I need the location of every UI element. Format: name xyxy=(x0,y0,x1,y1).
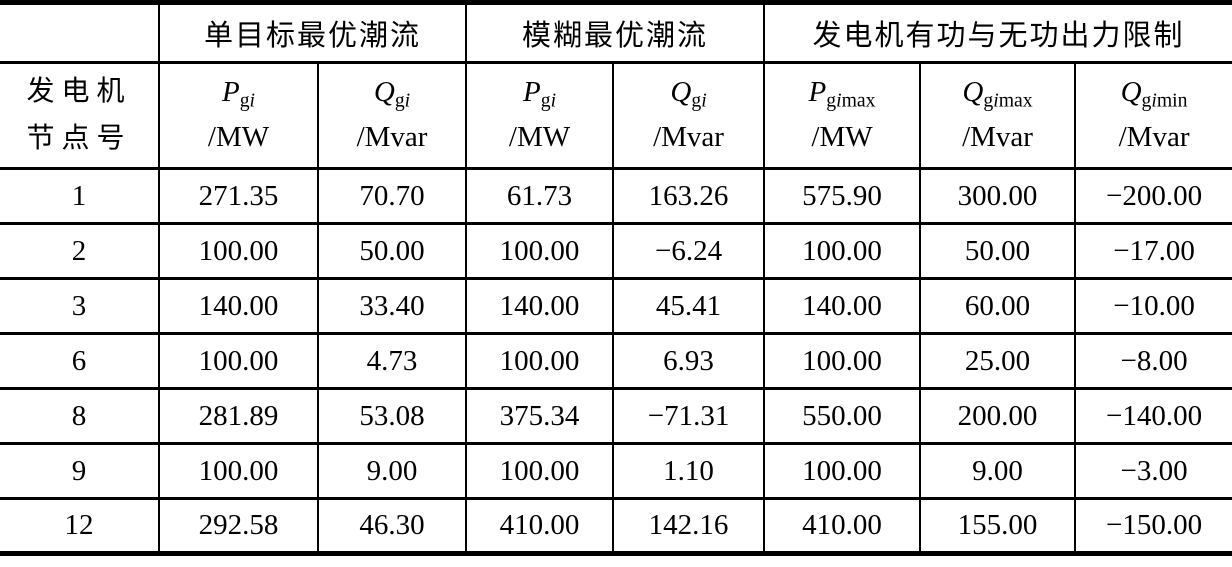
table-cell: 410.00 xyxy=(763,497,922,555)
table-cell: 100.00 xyxy=(763,332,922,390)
table-cell: 61.73 xyxy=(465,167,615,225)
table-cell: 9.00 xyxy=(919,442,1077,500)
table-cell: 100.00 xyxy=(763,222,922,280)
col-header-pgi-single: Pgi /MW xyxy=(158,61,319,170)
node-number-cell: 9 xyxy=(0,442,160,500)
table-cell: 292.58 xyxy=(158,497,319,555)
table-cell: 100.00 xyxy=(763,442,922,500)
table-cell: −8.00 xyxy=(1074,332,1232,390)
table-cell: 9.00 xyxy=(316,442,468,500)
table-cell: 100.00 xyxy=(465,332,615,390)
node-number-cell: 2 xyxy=(0,222,160,280)
table-row: 8 281.89 53.08 375.34 −71.31 550.00 200.… xyxy=(0,387,1232,445)
table-cell: 550.00 xyxy=(763,387,922,445)
quantity-symbol: Pgi xyxy=(522,76,557,112)
quantity-symbol: Qgi xyxy=(373,76,411,112)
table-row: 9 100.00 9.00 100.00 1.10 100.00 9.00 −3… xyxy=(0,442,1232,500)
group-header-single-objective: 单目标最优潮流 xyxy=(157,1,468,64)
group-header-label: 发电机有功与无功出力限制 xyxy=(812,20,1185,52)
quantity-unit: /Mvar xyxy=(1118,121,1190,154)
row-header-line2: 节点号 xyxy=(26,122,132,154)
table-cell: −200.00 xyxy=(1074,167,1232,225)
table-cell: 6.93 xyxy=(612,332,766,390)
table-cell: −71.31 xyxy=(612,387,766,445)
table-row: 6 100.00 4.73 100.00 6.93 100.00 25.00 −… xyxy=(0,332,1232,390)
quantity-unit: /MW xyxy=(811,121,873,154)
table-cell: −17.00 xyxy=(1074,222,1232,280)
quantity-unit: /Mvar xyxy=(653,121,724,154)
table-cell: 375.34 xyxy=(465,387,615,445)
table-row: 3 140.00 33.40 140.00 45.41 140.00 60.00… xyxy=(0,277,1232,335)
col-header-qgimin: Qgimin /Mvar xyxy=(1074,61,1232,170)
quantity-symbol: Qgi xyxy=(670,76,707,112)
row-header-line1: 发电机 xyxy=(26,76,132,108)
group-header-fuzzy: 模糊最优潮流 xyxy=(465,1,766,64)
col-header-pgi-fuzzy: Pgi /MW xyxy=(465,61,615,170)
table-cell: 4.73 xyxy=(316,332,468,390)
node-number-cell: 6 xyxy=(0,332,160,390)
table-cell: 140.00 xyxy=(763,277,922,335)
quantity-unit: /Mvar xyxy=(962,121,1033,154)
quantity-symbol: Pgi xyxy=(221,76,256,112)
table-cell: 50.00 xyxy=(316,222,468,280)
node-number-cell: 8 xyxy=(0,387,160,445)
row-header-generator-node: 发电机 节点号 xyxy=(0,61,160,170)
node-number-cell: 1 xyxy=(0,167,160,225)
table-cell: 163.26 xyxy=(612,167,766,225)
col-header-pgimax: Pgimax /MW xyxy=(763,61,922,170)
table-cell: 50.00 xyxy=(919,222,1077,280)
table-cell: 60.00 xyxy=(919,277,1077,335)
table-cell: −150.00 xyxy=(1074,497,1232,555)
quantity-unit: /MW xyxy=(508,121,571,154)
table-cell: 45.41 xyxy=(612,277,766,335)
table-cell: 46.30 xyxy=(316,497,468,555)
table-cell: 1.10 xyxy=(612,442,766,500)
table-cell: 53.08 xyxy=(316,387,468,445)
node-number-cell: 12 xyxy=(0,497,160,555)
col-header-qgi-single: Qgi /Mvar xyxy=(316,61,468,170)
group-header-label: 模糊最优潮流 xyxy=(522,20,709,52)
group-header-limits: 发电机有功与无功出力限制 xyxy=(763,1,1232,64)
node-number-cell: 3 xyxy=(0,277,160,335)
group-header-row: 单目标最优潮流 模糊最优潮流 发电机有功与无功出力限制 xyxy=(0,1,1232,64)
table-cell: −10.00 xyxy=(1074,277,1232,335)
table-cell: 25.00 xyxy=(919,332,1077,390)
table-cell: 33.40 xyxy=(316,277,468,335)
table-cell: 100.00 xyxy=(158,222,319,280)
table-cell: 155.00 xyxy=(919,497,1077,555)
corner-cell xyxy=(0,1,160,64)
quantity-symbol: Qgimin xyxy=(1120,76,1188,112)
quantity-unit: /MW xyxy=(207,121,270,154)
table-cell: 100.00 xyxy=(465,442,615,500)
group-header-label: 单目标最优潮流 xyxy=(204,20,422,52)
table-cell: 200.00 xyxy=(919,387,1077,445)
table-row: 12 292.58 46.30 410.00 142.16 410.00 155… xyxy=(0,497,1232,555)
column-header-row: 发电机 节点号 Pgi /MW Qgi /Mvar Pgi /MW Qgi xyxy=(0,61,1232,170)
table-cell: 300.00 xyxy=(919,167,1077,225)
quantity-unit: /Mvar xyxy=(356,121,428,154)
table-cell: 100.00 xyxy=(465,222,615,280)
col-header-qgimax: Qgimax /Mvar xyxy=(919,61,1077,170)
table-cell: −3.00 xyxy=(1074,442,1232,500)
table-cell: 100.00 xyxy=(158,442,319,500)
table-row: 2 100.00 50.00 100.00 −6.24 100.00 50.00… xyxy=(0,222,1232,280)
table-cell: 100.00 xyxy=(158,332,319,390)
table-cell: −6.24 xyxy=(612,222,766,280)
table-cell: 410.00 xyxy=(465,497,615,555)
table-cell: 271.35 xyxy=(158,167,319,225)
table-cell: 281.89 xyxy=(158,387,319,445)
table-cell: 140.00 xyxy=(158,277,319,335)
col-header-qgi-fuzzy: Qgi /Mvar xyxy=(612,61,766,170)
table-cell: −140.00 xyxy=(1074,387,1232,445)
table-cell: 575.90 xyxy=(763,167,922,225)
table-cell: 140.00 xyxy=(465,277,615,335)
table-cell: 142.16 xyxy=(612,497,766,555)
quantity-symbol: Pgimax xyxy=(808,76,876,112)
table-cell: 70.70 xyxy=(316,167,468,225)
quantity-symbol: Qgimax xyxy=(962,76,1033,112)
table-row: 1 271.35 70.70 61.73 163.26 575.90 300.0… xyxy=(0,167,1232,225)
